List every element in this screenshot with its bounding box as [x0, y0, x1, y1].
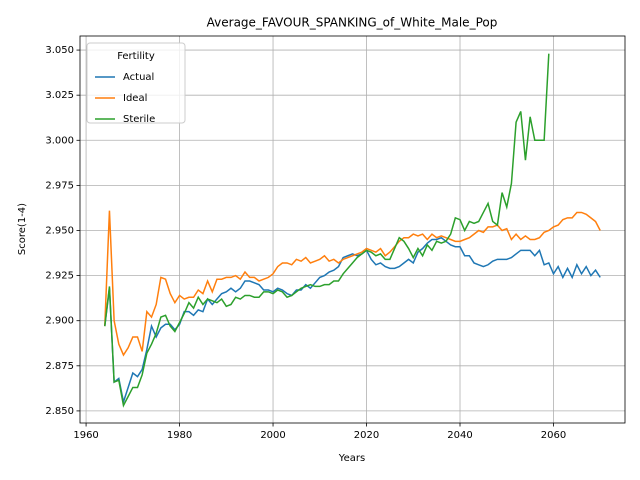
legend-label: Actual	[123, 72, 154, 83]
y-tick-label: 2.850	[45, 406, 74, 417]
legend-label: Ideal	[123, 93, 147, 104]
series-line	[104, 210, 601, 357]
x-tick-label: 1960	[73, 430, 98, 441]
series-line	[104, 53, 550, 408]
legend-box	[86, 42, 186, 124]
y-tick-label: 3.050	[45, 45, 74, 56]
x-tick-label: 2020	[354, 430, 379, 441]
y-axis-label: Score(1-4)	[17, 203, 28, 255]
legend-title: Fertility	[117, 51, 155, 62]
y-tick-label: 2.975	[45, 180, 74, 191]
y-tick-label: 2.900	[45, 316, 74, 327]
y-tick-label: 2.875	[45, 361, 74, 372]
y-tick-label: 3.025	[45, 90, 74, 101]
x-tick-label: 1980	[167, 430, 192, 441]
y-tick-label: 2.950	[45, 225, 74, 236]
y-tick-label: 3.000	[45, 135, 74, 146]
x-tick-label: 2060	[541, 430, 566, 441]
plot-frame	[79, 35, 626, 424]
legend-label: Sterile	[123, 114, 155, 125]
x-tick-label: 2040	[447, 430, 472, 441]
x-tick-label: 2000	[260, 430, 285, 441]
series-line	[104, 236, 601, 405]
chart-title: Average_FAVOUR_SPANKING_of_White_Male_Po…	[207, 16, 498, 30]
x-axis-label: Years	[338, 453, 365, 464]
y-tick-label: 2.925	[45, 271, 74, 282]
